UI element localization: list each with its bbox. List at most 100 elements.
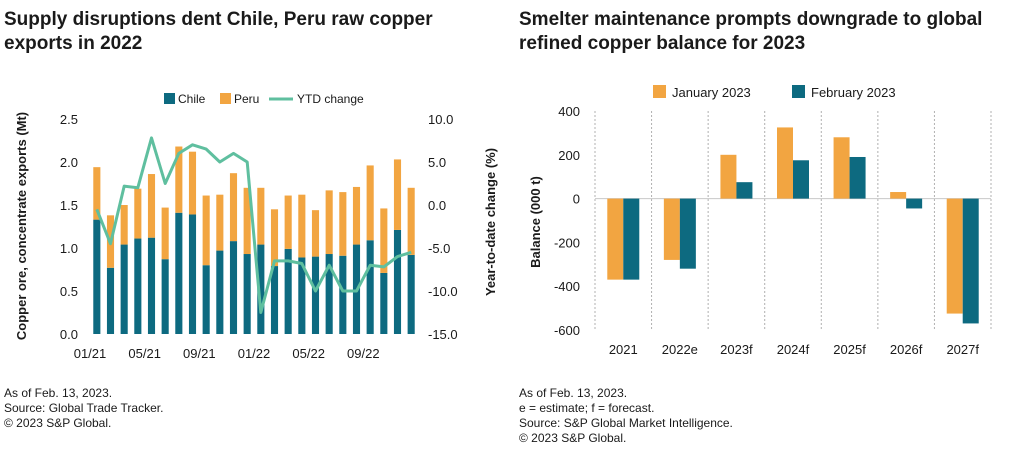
bar-chile <box>93 219 101 334</box>
bar-january-2023 <box>777 127 793 199</box>
y-axis-title: Copper ore, concentrate exports (Mt) <box>14 112 29 340</box>
legend-jan-swatch <box>653 85 666 98</box>
right-note-abbrev: e = estimate; f = forecast. <box>519 401 655 415</box>
y2-axis-tick-label: 10.0 <box>428 112 453 127</box>
bar-chile <box>106 267 115 334</box>
bar-peru <box>257 187 265 245</box>
x-axis-tick-label: 2027f <box>946 342 979 357</box>
legend-feb-label: February 2023 <box>811 85 896 100</box>
left-chart-notes: As of Feb. 13, 2023. Source: Global Trad… <box>4 386 163 431</box>
y-axis-tick-label: 1.5 <box>60 198 78 213</box>
x-axis-tick-label: 2025f <box>833 342 866 357</box>
bar-chile <box>188 214 197 334</box>
bar-chile <box>393 229 402 334</box>
bar-february-2023 <box>906 198 923 209</box>
bar-peru <box>161 207 169 260</box>
right-note-source: Source: S&P Global Market Intelligence. <box>519 416 733 430</box>
bar-chile <box>339 255 347 334</box>
bar-chile <box>147 237 156 334</box>
bar-january-2023 <box>720 154 737 199</box>
right-chart-notes: As of Feb. 13, 2023. e = estimate; f = f… <box>519 386 733 446</box>
left-note-copyright: © 2023 S&P Global. <box>4 416 112 430</box>
bar-peru <box>325 190 333 255</box>
x-axis-tick-label: 09/22 <box>347 346 380 361</box>
bar-chile <box>380 272 388 334</box>
legend-feb-swatch <box>792 85 805 98</box>
y2-axis-tick-label: 0.0 <box>428 198 446 213</box>
bar-february-2023 <box>736 182 753 199</box>
bar-peru <box>298 194 306 258</box>
bar-chile <box>284 248 292 334</box>
x-axis-tick-label: 05/21 <box>128 346 161 361</box>
y-axis-tick-label: 1.0 <box>60 241 78 256</box>
bar-chile <box>325 254 333 334</box>
y2-axis-tick-label: 5.0 <box>428 155 446 170</box>
bar-peru <box>120 205 128 245</box>
bar-peru <box>175 146 183 213</box>
y-axis-tick-label: 2.5 <box>60 112 78 127</box>
x-axis-tick-label: 01/22 <box>238 346 271 361</box>
bar-chile <box>202 265 210 334</box>
y2-axis-tick-label: -10.0 <box>428 284 458 299</box>
left-note-source: Source: Global Trade Tracker. <box>4 401 164 415</box>
left-chart-panel: Supply disruptions dent Chile, Peru raw … <box>0 0 505 465</box>
right-note-copyright: © 2023 S&P Global. <box>519 431 627 445</box>
right-chart-panel: Smelter maintenance prompts downgrade to… <box>515 0 1020 465</box>
bar-peru <box>270 209 279 267</box>
x-axis-tick-label: 2024f <box>777 342 810 357</box>
bar-peru <box>188 151 197 215</box>
x-axis-tick-label: 01/21 <box>74 346 107 361</box>
y-axis-tick-label: -600 <box>554 323 580 338</box>
bar-february-2023 <box>679 198 696 269</box>
bar-january-2023 <box>833 137 850 199</box>
bar-january-2023 <box>890 192 907 199</box>
bar-chile <box>229 241 238 334</box>
bar-chile <box>407 254 415 334</box>
y2-axis-tick-label: -5.0 <box>428 241 450 256</box>
y-axis-title: Balance (000 t) <box>528 176 543 268</box>
bar-february-2023 <box>962 198 979 324</box>
legend-chile-swatch <box>164 93 175 104</box>
x-axis-tick-label: 2022e <box>662 342 698 357</box>
bar-peru <box>134 188 142 239</box>
bar-peru <box>147 174 156 238</box>
right-chart-title: Smelter maintenance prompts downgrade to… <box>519 9 983 54</box>
bar-february-2023 <box>849 156 866 199</box>
x-axis-tick-label: 2026f <box>890 342 923 357</box>
y-axis-tick-label: 0.0 <box>60 327 78 342</box>
bar-february-2023 <box>623 198 640 280</box>
y-axis-tick-label: -400 <box>554 279 580 294</box>
left-chart-title: Supply disruptions dent Chile, Peru raw … <box>4 9 433 54</box>
y-axis-tick-label: 400 <box>558 104 580 119</box>
left-chart-svg: Chile Peru YTD change 0.0 0.5 1.0 1.5 2.0 2.5 10.… <box>14 92 498 361</box>
bar-february-2023 <box>793 160 809 199</box>
bar-chile <box>175 212 183 334</box>
bar-chile <box>270 266 279 334</box>
bar-chile <box>120 244 128 334</box>
y-axis-tick-label: 0.5 <box>60 284 78 299</box>
right-chart-svg: January 2023 February 2023 400 200 0 -200 -400… <box>528 85 992 357</box>
bar-peru <box>243 187 251 255</box>
y-axis-tick-label: 0 <box>573 192 580 207</box>
bar-peru <box>311 210 320 257</box>
y2-axis-title: Year-to-date change (%) <box>483 148 498 296</box>
x-axis-tick-label: 2021 <box>609 342 638 357</box>
bar-chile <box>243 254 251 334</box>
legend-ytd-label: YTD change <box>297 92 364 106</box>
legend-chile-label: Chile <box>178 92 206 106</box>
legend-peru-label: Peru <box>234 92 259 106</box>
bar-peru <box>229 173 238 242</box>
bar-peru <box>202 195 210 266</box>
bar-january-2023 <box>663 198 680 260</box>
y-axis-tick-label: 2.0 <box>60 155 78 170</box>
bar-january-2023 <box>607 198 624 280</box>
bar-peru <box>393 159 402 230</box>
bar-peru <box>93 167 101 220</box>
left-note-date: As of Feb. 13, 2023. <box>4 386 113 400</box>
bar-peru <box>407 187 415 255</box>
legend-peru-swatch <box>220 93 231 104</box>
bar-chile <box>257 244 265 334</box>
bar-chile <box>298 257 306 334</box>
bar-peru <box>366 165 374 241</box>
bar-chile <box>216 250 224 334</box>
